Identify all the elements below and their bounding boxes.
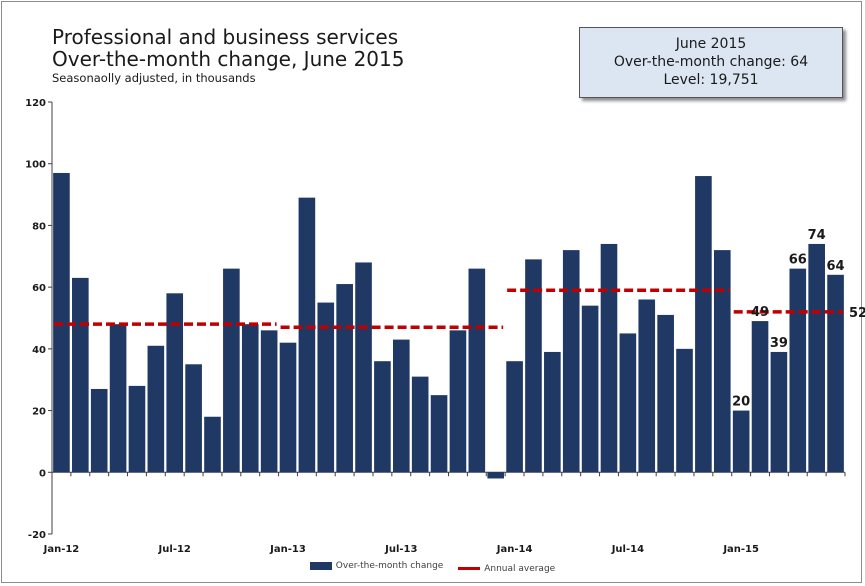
x-tick-label: Jan-14 bbox=[496, 544, 533, 555]
data-label: 39 bbox=[770, 336, 788, 351]
x-tick-label: Jan-13 bbox=[269, 544, 306, 555]
data-label: 64 bbox=[827, 259, 845, 274]
bar bbox=[72, 277, 89, 473]
y-tick-label: 80 bbox=[32, 221, 46, 232]
data-label: 66 bbox=[789, 253, 807, 268]
bar bbox=[411, 376, 429, 473]
y-tick-label: 20 bbox=[32, 407, 46, 418]
bar bbox=[204, 416, 221, 473]
bar bbox=[449, 330, 467, 473]
bar bbox=[223, 268, 240, 473]
bar bbox=[638, 299, 656, 473]
bar bbox=[468, 268, 486, 473]
bar bbox=[128, 385, 146, 473]
bar bbox=[525, 259, 542, 473]
x-tick-label: Jan-12 bbox=[43, 544, 80, 555]
bar bbox=[279, 342, 297, 473]
chart-subtitle: Over-the-month change, June 2015 bbox=[52, 47, 405, 71]
bar bbox=[619, 333, 637, 473]
bar bbox=[713, 250, 731, 473]
callout-change: Over-the-month change: 64 bbox=[613, 54, 809, 70]
bar bbox=[147, 345, 165, 473]
bar bbox=[260, 330, 278, 473]
bar bbox=[751, 321, 769, 473]
x-tick-label: Jul-14 bbox=[611, 544, 644, 555]
y-tick-label: 60 bbox=[32, 283, 46, 294]
title-block: Professional and business services Over-… bbox=[52, 26, 404, 85]
bar bbox=[336, 284, 353, 473]
bar bbox=[562, 250, 580, 473]
callout-month: June 2015 bbox=[675, 36, 747, 52]
legend-label-bars: Over-the-month change bbox=[335, 561, 444, 571]
bar bbox=[657, 314, 674, 473]
chart-title: Professional and business services bbox=[52, 25, 399, 49]
bar bbox=[374, 361, 391, 473]
x-tick-label: Jul-13 bbox=[384, 544, 417, 555]
legend-label-average: Annual average bbox=[484, 563, 556, 574]
legend: Over-the-month change Annual average bbox=[0, 561, 865, 574]
bar bbox=[827, 274, 844, 473]
bar bbox=[581, 305, 599, 473]
bar bbox=[166, 293, 184, 473]
bar bbox=[789, 268, 807, 473]
legend-item-bars: Over-the-month change bbox=[309, 561, 444, 571]
bar bbox=[430, 395, 448, 473]
bar bbox=[109, 324, 127, 473]
units-note: Seasonaolly adjusted, in thousands bbox=[52, 71, 256, 85]
y-tick-label: 0 bbox=[39, 468, 46, 479]
bar bbox=[355, 262, 372, 473]
callout-level: Level: 19,751 bbox=[663, 72, 759, 88]
legend-swatch-line bbox=[458, 567, 481, 570]
bar bbox=[392, 339, 410, 473]
bar bbox=[90, 388, 108, 473]
bar bbox=[732, 410, 750, 473]
bar bbox=[770, 351, 788, 473]
data-label: 20 bbox=[732, 395, 750, 410]
bar bbox=[241, 324, 259, 473]
legend-item-average: Annual average bbox=[458, 564, 555, 574]
x-tick-label: Jan-15 bbox=[722, 544, 759, 555]
y-tick-label: -20 bbox=[28, 530, 46, 541]
y-tick-label: 120 bbox=[25, 98, 46, 109]
summary-callout: June 2015 Over-the-month change: 64 Leve… bbox=[579, 27, 843, 98]
bar bbox=[600, 243, 618, 473]
bar bbox=[676, 348, 693, 473]
bar bbox=[298, 197, 316, 473]
legend-swatch-bar bbox=[309, 562, 332, 570]
bar bbox=[544, 351, 561, 473]
bar bbox=[506, 361, 523, 473]
bar bbox=[317, 302, 335, 473]
bar bbox=[487, 472, 505, 479]
annual-average-label: 52 bbox=[849, 306, 865, 321]
y-tick-label: 100 bbox=[25, 160, 46, 171]
x-tick-label: Jul-12 bbox=[158, 544, 191, 555]
bar bbox=[808, 243, 825, 473]
y-tick-label: 40 bbox=[32, 345, 46, 356]
data-label: 49 bbox=[751, 305, 769, 320]
data-label: 74 bbox=[808, 228, 826, 243]
bar bbox=[185, 364, 202, 473]
bar bbox=[695, 176, 712, 473]
